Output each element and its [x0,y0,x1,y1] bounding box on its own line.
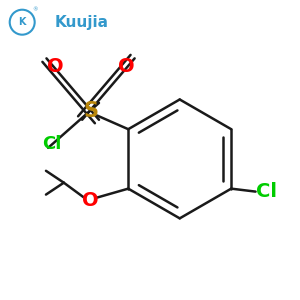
Text: Cl: Cl [42,135,62,153]
Text: O: O [82,191,99,210]
Text: S: S [83,101,98,122]
Text: ®: ® [32,7,38,12]
Text: K: K [18,17,26,27]
Text: Cl: Cl [256,182,277,201]
Text: Kuujia: Kuujia [55,15,109,30]
Text: O: O [46,57,63,76]
Text: O: O [118,57,134,76]
